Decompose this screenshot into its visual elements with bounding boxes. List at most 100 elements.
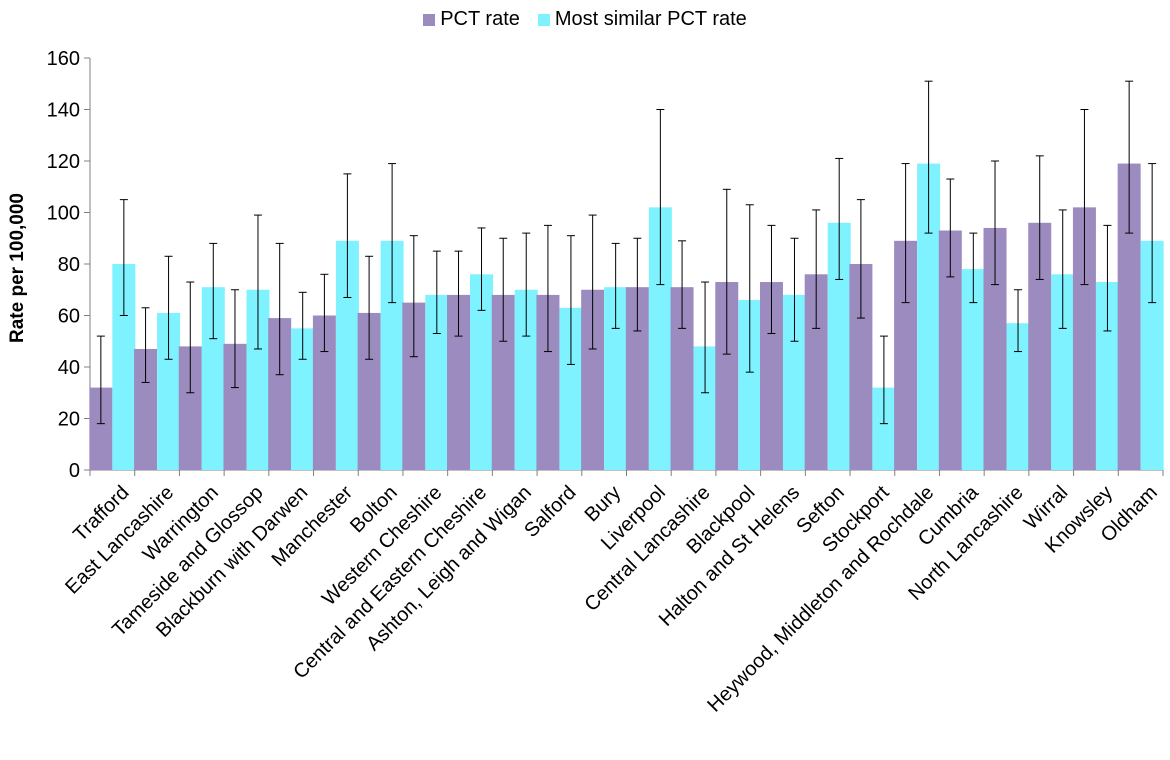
bar-most-similar-pct-rate-ashton-leigh-and-wigan bbox=[514, 289, 538, 470]
error-bar-most-similar-pct-rate-ashton-leigh-and-wigan bbox=[522, 232, 531, 337]
legend-swatch-most-similar-pct-rate bbox=[537, 13, 550, 26]
bar-pct-rate-heywood-middleton-and-rochdale bbox=[894, 240, 918, 470]
error-bar-most-similar-pct-rate-cumbria bbox=[969, 232, 978, 304]
bar-pct-rate-salford bbox=[536, 294, 560, 470]
bar-most-similar-pct-rate-warrington bbox=[201, 287, 225, 470]
error-bar-most-similar-pct-rate-sefton bbox=[835, 157, 844, 280]
error-bar-most-similar-pct-rate-blackpool bbox=[745, 204, 754, 373]
bar-pct-rate-sefton bbox=[804, 274, 828, 470]
bar-most-similar-pct-rate-trafford bbox=[112, 264, 136, 470]
legend-item-pct-rate: PCT rate bbox=[423, 8, 520, 31]
error-bar-pct-rate-cumbria bbox=[946, 178, 955, 278]
error-bar-most-similar-pct-rate-trafford bbox=[119, 199, 128, 316]
bar-most-similar-pct-rate-wirral bbox=[1051, 274, 1075, 470]
y-tick-label: 80 bbox=[58, 254, 80, 276]
y-tick-label: 0 bbox=[69, 460, 80, 482]
bar-most-similar-pct-rate-tameside-and-glossop bbox=[246, 289, 270, 470]
legend-item-most-similar-pct-rate: Most similar PCT rate bbox=[537, 8, 747, 31]
bar-pct-rate-wirral bbox=[1028, 222, 1052, 470]
bar-pct-rate-knowsley bbox=[1072, 207, 1096, 470]
bar-most-similar-pct-rate-bury bbox=[604, 287, 628, 470]
error-bar-pct-rate-bury bbox=[588, 214, 597, 350]
error-bar-most-similar-pct-rate-stockport bbox=[879, 335, 888, 425]
error-bar-most-similar-pct-rate-knowsley bbox=[1103, 224, 1112, 332]
bar-pct-rate-western-cheshire bbox=[402, 302, 426, 470]
error-bar-pct-rate-sefton bbox=[812, 209, 821, 329]
bar-pct-rate-warrington bbox=[178, 346, 202, 470]
error-bar-most-similar-pct-rate-heywood-middleton-and-rochdale bbox=[924, 80, 933, 234]
chart-legend: PCT rate Most similar PCT rate bbox=[0, 8, 1170, 31]
bar-most-similar-pct-rate-cumbria bbox=[961, 269, 985, 470]
error-bar-pct-rate-ashton-leigh-and-wigan bbox=[499, 237, 508, 342]
bar-pct-rate-bolton bbox=[357, 312, 381, 470]
bar-pct-rate-liverpool bbox=[625, 287, 649, 470]
chart-bars bbox=[89, 163, 1164, 470]
error-bar-most-similar-pct-rate-salford bbox=[566, 235, 575, 365]
legend-label-most-similar-pct-rate: Most similar PCT rate bbox=[554, 8, 747, 30]
y-tick-label: 100 bbox=[47, 203, 80, 225]
bar-most-similar-pct-rate-heywood-middleton-and-rochdale bbox=[917, 163, 941, 470]
error-bar-pct-rate-bolton bbox=[365, 255, 374, 360]
bar-most-similar-pct-rate-bolton bbox=[380, 240, 404, 470]
bar-most-similar-pct-rate-stockport bbox=[872, 387, 896, 470]
error-bar-pct-rate-manchester bbox=[320, 273, 329, 353]
error-bar-pct-rate-knowsley bbox=[1080, 109, 1089, 286]
y-tick-label: 40 bbox=[58, 357, 80, 379]
error-bar-most-similar-pct-rate-north-lancashire bbox=[1014, 289, 1023, 353]
bar-most-similar-pct-rate-blackburn-with-darwen bbox=[291, 328, 315, 470]
y-tick-label: 140 bbox=[47, 100, 80, 122]
bar-pct-rate-manchester bbox=[312, 315, 336, 470]
error-bar-pct-rate-heywood-middleton-and-rochdale bbox=[901, 163, 910, 304]
error-bar-pct-rate-trafford bbox=[96, 335, 105, 425]
bar-pct-rate-blackburn-with-darwen bbox=[268, 318, 292, 470]
bar-pct-rate-tameside-and-glossop bbox=[223, 343, 247, 470]
bar-most-similar-pct-rate-knowsley bbox=[1095, 282, 1119, 470]
bar-pct-rate-trafford bbox=[89, 387, 113, 470]
error-bar-pct-rate-central-and-eastern-cheshire bbox=[454, 250, 463, 337]
bar-most-similar-pct-rate-blackpool bbox=[738, 300, 762, 470]
bar-pct-rate-cumbria bbox=[938, 230, 962, 470]
error-bar-most-similar-pct-rate-bury bbox=[611, 242, 620, 329]
error-bar-most-similar-pct-rate-central-lancashire bbox=[701, 281, 710, 394]
chart-error-bars bbox=[96, 80, 1157, 425]
chart-axes: 0 20 40 60 80 100 120 140 160 bbox=[47, 48, 1164, 482]
error-bar-pct-rate-wirral bbox=[1035, 155, 1044, 280]
bar-most-similar-pct-rate-oldham bbox=[1140, 240, 1164, 470]
error-bar-most-similar-pct-rate-east-lancashire bbox=[164, 255, 173, 360]
error-bar-pct-rate-halton-and-st-helens bbox=[767, 224, 776, 335]
y-tick-label: 60 bbox=[58, 306, 80, 328]
bar-pct-rate-north-lancashire bbox=[983, 227, 1007, 470]
bar-most-similar-pct-rate-central-lancashire bbox=[693, 346, 717, 470]
error-bar-pct-rate-oldham bbox=[1125, 80, 1134, 234]
error-bar-most-similar-pct-rate-bolton bbox=[388, 163, 397, 304]
bar-most-similar-pct-rate-liverpool bbox=[648, 207, 672, 470]
error-bar-pct-rate-salford bbox=[543, 224, 552, 353]
bar-pct-rate-central-and-eastern-cheshire bbox=[447, 294, 471, 470]
error-bar-most-similar-pct-rate-warrington bbox=[209, 242, 218, 340]
bar-pct-rate-blackpool bbox=[715, 282, 739, 470]
bar-most-similar-pct-rate-manchester bbox=[335, 240, 359, 470]
bar-most-similar-pct-rate-salford bbox=[559, 307, 583, 470]
error-bar-pct-rate-north-lancashire bbox=[991, 160, 1000, 286]
error-bar-most-similar-pct-rate-blackburn-with-darwen bbox=[298, 291, 307, 360]
error-bar-pct-rate-blackburn-with-darwen bbox=[275, 242, 284, 376]
error-bar-most-similar-pct-rate-central-and-eastern-cheshire bbox=[477, 227, 486, 311]
error-bar-most-similar-pct-rate-tameside-and-glossop bbox=[253, 214, 262, 350]
bar-pct-rate-stockport bbox=[849, 264, 873, 470]
error-bar-pct-rate-central-lancashire bbox=[678, 240, 687, 329]
y-tick-label: 20 bbox=[58, 409, 80, 431]
bar-pct-rate-east-lancashire bbox=[134, 348, 158, 470]
error-bar-most-similar-pct-rate-wirral bbox=[1058, 209, 1067, 329]
bar-pct-rate-halton-and-st-helens bbox=[759, 282, 783, 470]
bar-pct-rate-bury bbox=[581, 289, 605, 470]
bar-pct-rate-oldham bbox=[1117, 163, 1141, 470]
error-bar-most-similar-pct-rate-halton-and-st-helens bbox=[790, 237, 799, 342]
bar-pct-rate-ashton-leigh-and-wigan bbox=[491, 294, 515, 470]
legend-label-pct-rate: PCT rate bbox=[440, 8, 520, 30]
error-bar-most-similar-pct-rate-western-cheshire bbox=[432, 250, 441, 335]
error-bar-pct-rate-western-cheshire bbox=[409, 235, 418, 358]
y-tick-label: 120 bbox=[47, 151, 80, 173]
error-bar-pct-rate-liverpool bbox=[633, 237, 642, 332]
